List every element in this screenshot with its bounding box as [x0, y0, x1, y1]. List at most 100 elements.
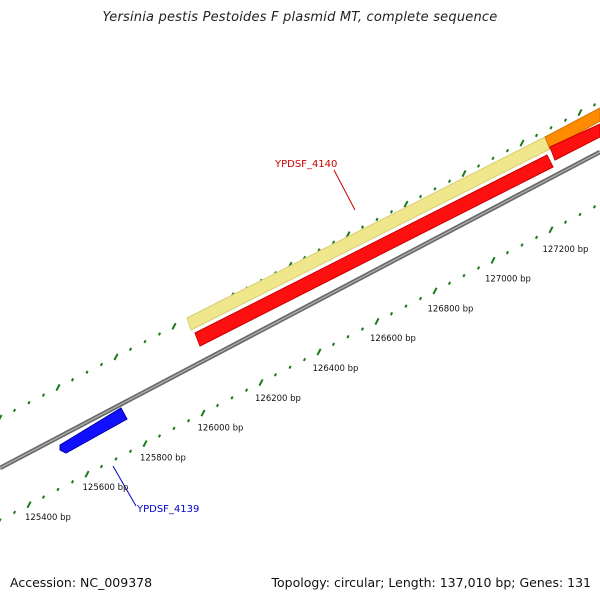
tick-label: 126600 bp — [370, 334, 416, 344]
minor-tick — [462, 273, 466, 278]
tick-label: 126800 bp — [428, 304, 474, 314]
major-tick — [200, 409, 206, 417]
minor-tick — [99, 464, 104, 469]
minor-tick — [244, 388, 249, 392]
minor-tick — [12, 408, 17, 413]
major-tick — [316, 348, 322, 356]
minor-tick — [549, 125, 553, 130]
minor-tick — [346, 334, 350, 339]
tick-label: 125400 bp — [25, 513, 71, 523]
minor-tick — [447, 281, 452, 286]
minor-tick — [12, 510, 17, 515]
minor-tick — [491, 156, 495, 161]
tick-label: 125800 bp — [140, 453, 186, 463]
minor-tick — [0, 518, 2, 522]
minor-tick — [418, 194, 423, 199]
minor-tick — [288, 365, 292, 370]
accession-text: Accession: NC_009378 — [10, 575, 153, 590]
minor-tick — [273, 373, 278, 377]
minor-tick — [505, 148, 510, 153]
map-title: Yersinia pestis Pestoides F plasmid MT, … — [102, 10, 498, 25]
major-tick — [171, 322, 177, 330]
minor-tick — [520, 243, 524, 247]
minor-tick — [41, 393, 46, 397]
minor-tick — [418, 296, 423, 301]
minor-tick — [447, 179, 452, 184]
gene-label-leader-blue — [112, 465, 137, 507]
major-tick — [403, 200, 409, 208]
minor-tick — [534, 235, 539, 240]
tick-label: 127200 bp — [543, 245, 589, 255]
tick-label: 126200 bp — [255, 394, 301, 404]
major-tick — [26, 501, 32, 509]
major-tick — [577, 108, 583, 117]
minor-tick — [360, 327, 365, 331]
minor-tick — [114, 457, 118, 461]
tick-label: 125600 bp — [83, 483, 129, 493]
minor-tick — [360, 225, 365, 229]
minor-tick — [563, 118, 568, 122]
major-tick — [113, 353, 119, 361]
minor-tick — [317, 248, 321, 252]
major-tick — [548, 226, 554, 234]
minor-tick — [476, 266, 481, 270]
minor-tick — [331, 342, 336, 347]
minor-tick — [157, 434, 162, 438]
feature-bar-orange — [544, 107, 600, 150]
minor-tick — [404, 304, 408, 308]
minor-tick — [389, 210, 394, 214]
minor-tick — [128, 347, 133, 352]
gene-label-ypdsf-4140[interactable]: YPDSF_4140 — [274, 159, 337, 170]
minor-tick — [389, 312, 394, 316]
gene-ypdsf-4139-arrow[interactable] — [59, 407, 128, 454]
gene-label-ypdsf-4139[interactable]: YPDSF_4139 — [136, 504, 199, 515]
tick-label: 127000 bp — [485, 275, 531, 285]
minor-tick — [56, 487, 60, 492]
tick-label: 126000 bp — [198, 424, 244, 434]
minor-tick — [375, 217, 379, 222]
major-tick — [55, 383, 61, 392]
minor-tick — [41, 495, 46, 499]
scale-tick-labels: 125400 bp 125600 bp 125800 bp 126000 bp 1262… — [25, 245, 588, 523]
minor-tick — [433, 187, 437, 191]
minor-tick — [215, 403, 220, 408]
major-tick — [374, 317, 380, 325]
minor-tick — [331, 240, 336, 245]
inner-tick-track — [0, 205, 597, 522]
minor-tick — [534, 133, 539, 138]
minor-tick — [505, 250, 510, 255]
minor-tick — [128, 449, 133, 454]
minor-tick — [563, 220, 568, 224]
major-tick — [432, 287, 438, 295]
minor-tick — [70, 378, 75, 382]
major-tick — [84, 470, 90, 478]
major-tick — [461, 170, 467, 178]
minor-tick — [27, 400, 31, 405]
minor-tick — [186, 418, 191, 423]
minor-tick — [70, 480, 75, 484]
minor-tick — [592, 205, 597, 209]
minor-tick — [85, 370, 89, 374]
minor-tick — [302, 357, 307, 362]
minor-tick — [592, 103, 597, 107]
major-tick — [142, 440, 148, 448]
major-tick — [490, 256, 496, 264]
major-tick — [0, 414, 3, 422]
gene-red-continuation — [549, 123, 600, 161]
minor-tick — [157, 332, 162, 336]
feature-bar-pale — [186, 136, 551, 331]
minor-tick — [172, 426, 176, 431]
major-tick — [519, 139, 525, 147]
minor-tick — [230, 396, 234, 400]
minor-tick — [99, 362, 104, 367]
minor-tick — [143, 339, 147, 344]
topology-summary: Topology: circular; Length: 137,010 bp; … — [271, 575, 592, 590]
minor-tick — [578, 212, 582, 217]
minor-tick — [476, 164, 481, 168]
gene-label-leader-red — [333, 169, 356, 211]
tick-label: 126400 bp — [313, 364, 359, 374]
gene-ypdsf-4140-bar[interactable] — [194, 154, 554, 347]
major-tick — [258, 378, 264, 387]
major-tick — [345, 231, 351, 239]
